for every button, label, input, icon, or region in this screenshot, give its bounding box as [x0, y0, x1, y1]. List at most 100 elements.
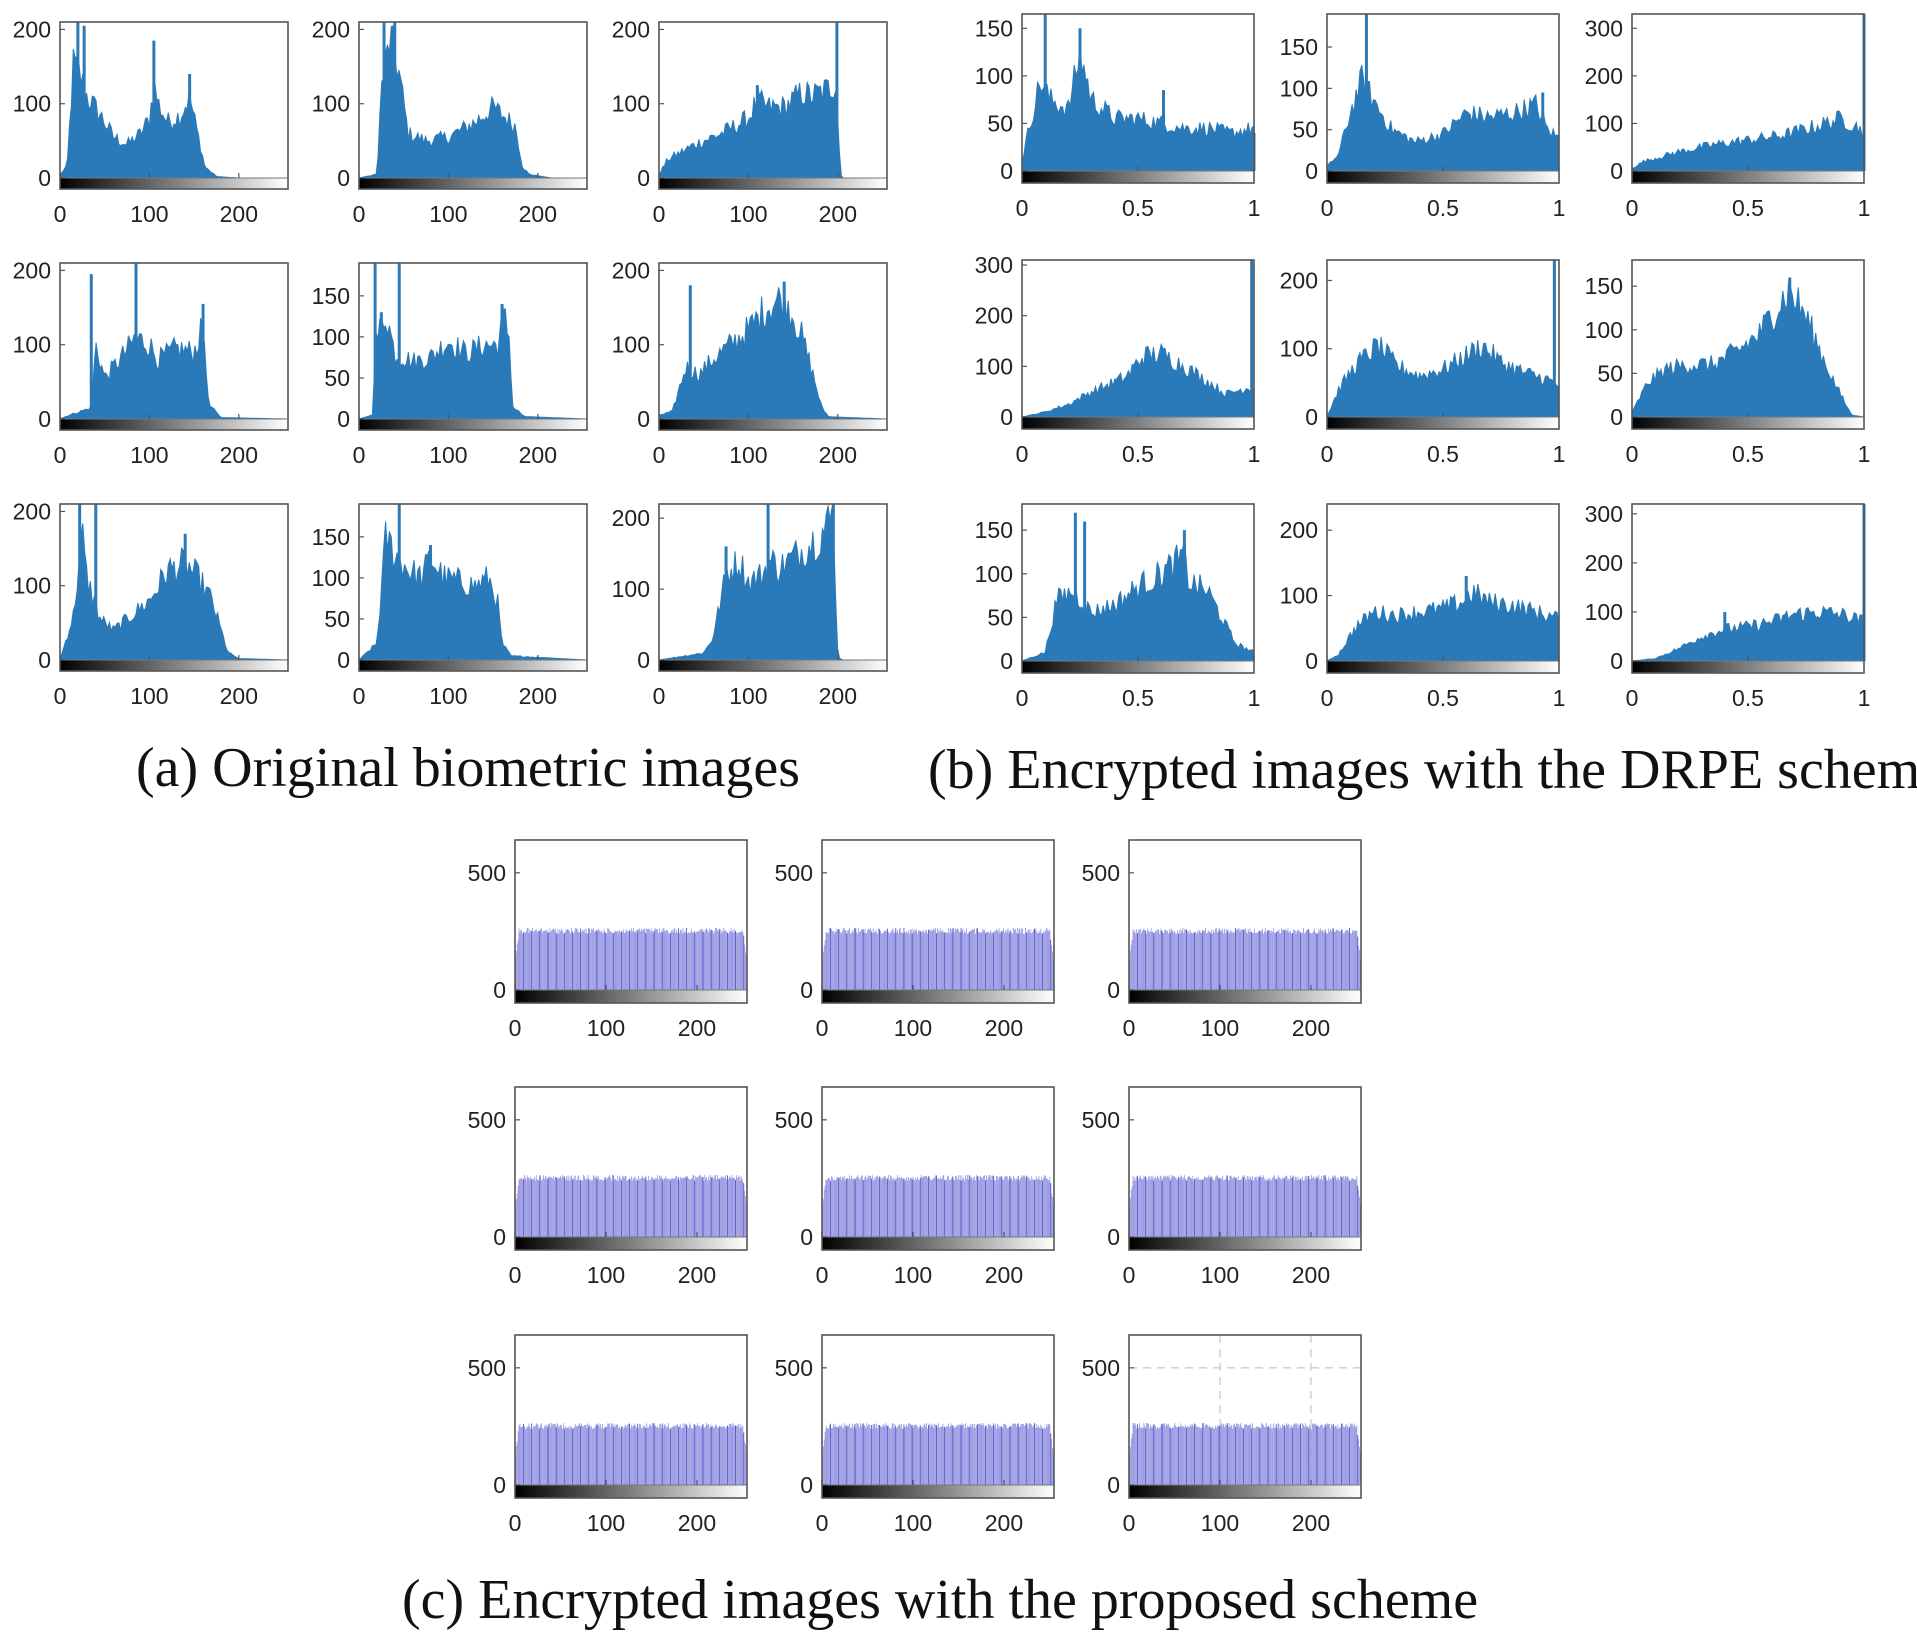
histogram-bar: [729, 931, 731, 990]
histogram-bar: [841, 1427, 843, 1485]
histogram-bar: [622, 929, 624, 990]
histogram-bar: [1235, 1177, 1236, 1237]
histogram-bar: [1026, 1424, 1028, 1485]
histogram-bar: [905, 1426, 907, 1485]
histogram-bar: [577, 1176, 579, 1237]
histogram-bar: [1319, 1179, 1321, 1237]
histogram-bar: [1156, 1178, 1157, 1237]
histogram-bar: [1038, 1176, 1040, 1237]
x-tick-label: 0: [653, 201, 666, 227]
histogram-bar: [1290, 930, 1292, 990]
histogram-bar: [561, 1178, 562, 1237]
histogram-bar: [685, 1176, 687, 1237]
histogram-bar: [705, 1426, 707, 1485]
histogram-bar: [645, 1176, 647, 1237]
histogram-bar: [1258, 1177, 1260, 1237]
histogram-bar: [1176, 933, 1177, 990]
histogram-bar: [1282, 930, 1283, 990]
histogram-bar: [1015, 1423, 1016, 1485]
histogram-bar: [1278, 1423, 1280, 1485]
axes-box: [821, 839, 1055, 1004]
histogram-bar: [1316, 933, 1318, 990]
histogram-bar: [531, 1423, 533, 1485]
histogram-bar: [1317, 1424, 1319, 1485]
histogram-bar: [1253, 1427, 1254, 1485]
histogram-bar: [1292, 1427, 1293, 1485]
histogram-bar: [893, 1427, 895, 1485]
histogram-bar: [526, 1175, 528, 1237]
histogram-bar: [1288, 1178, 1290, 1237]
histogram-bar: [913, 931, 915, 990]
histogram-bar: [1273, 928, 1274, 990]
histogram-bar: [1208, 1424, 1210, 1485]
histogram-bar: [619, 930, 620, 990]
histogram-bar: [1179, 933, 1181, 990]
histogram-bar: [555, 1427, 557, 1485]
colorbar: [1631, 660, 1865, 674]
histogram-bar: [1145, 930, 1147, 990]
histogram-bar: [1348, 1428, 1350, 1485]
histogram-bar: [1139, 928, 1141, 990]
histogram-bar: [703, 1180, 705, 1237]
histogram-bar: [962, 928, 964, 990]
histogram-bar: [878, 1178, 879, 1237]
histogram-bar: [994, 1425, 995, 1485]
histogram-bar: [649, 929, 650, 990]
histogram-bar: [556, 1177, 558, 1237]
histogram-bar: [1039, 1428, 1041, 1485]
histogram-bar: [600, 931, 601, 990]
histogram-bar: [894, 1178, 896, 1237]
histogram-bar: [1261, 930, 1263, 990]
histogram-bar: [728, 1423, 730, 1485]
histogram-bar: [975, 1180, 976, 1237]
histogram-bar: [956, 929, 957, 990]
histogram-bar: [833, 1426, 835, 1485]
histogram-bar: [1275, 931, 1277, 990]
histogram-bar: [981, 1423, 983, 1485]
histogram-bar: [945, 1179, 947, 1237]
histogram-bar: [1183, 933, 1185, 990]
histogram-bar: [1223, 933, 1225, 990]
histogram-bar: [536, 1179, 538, 1237]
histogram-bar: [607, 1423, 609, 1485]
x-tick-label: 100: [587, 1262, 625, 1288]
histogram-bar: [1264, 931, 1265, 990]
histogram-bar: [1201, 1428, 1203, 1485]
histogram-bar: [915, 931, 917, 990]
histogram-bar: [1138, 929, 1140, 990]
histogram-bar: [1332, 1425, 1333, 1485]
histogram-bar: [720, 1178, 722, 1237]
histogram-bar: [559, 1425, 561, 1485]
histogram-bar: [1260, 931, 1262, 990]
y-tick-label: 100: [312, 91, 350, 117]
histogram-bar: [883, 930, 885, 990]
histogram-bar: [1176, 1427, 1177, 1485]
histogram-bar: [1033, 929, 1034, 990]
histogram-bar: [1247, 1176, 1249, 1237]
histogram-bar: [1006, 1428, 1008, 1485]
histogram-bar: [870, 928, 871, 990]
histogram-bar: [1185, 1424, 1186, 1485]
histogram-bar: [995, 1423, 996, 1485]
histogram-bar: [971, 930, 973, 990]
histogram-bar: [663, 1425, 665, 1485]
histogram-bar: [582, 1174, 584, 1237]
histogram-bar: [1355, 930, 1357, 990]
histogram-bar: [1259, 1427, 1261, 1485]
histogram-bar: [1314, 1176, 1316, 1237]
histogram-bar: [1181, 1176, 1183, 1237]
histogram-bar: [662, 1180, 664, 1237]
histogram-bar: [1307, 1426, 1309, 1485]
histogram-bar: [1296, 1179, 1298, 1237]
histogram-bar: [726, 1426, 727, 1485]
histogram-bar: [723, 1427, 725, 1485]
histogram-bar: [573, 931, 575, 990]
histogram-bar: [678, 1427, 679, 1485]
histogram-bar: [979, 1175, 981, 1237]
histogram-bar: [658, 1428, 659, 1485]
histogram-bar: [1157, 929, 1158, 990]
histogram-bar: [1131, 940, 1133, 990]
histogram-bar: [740, 932, 742, 990]
